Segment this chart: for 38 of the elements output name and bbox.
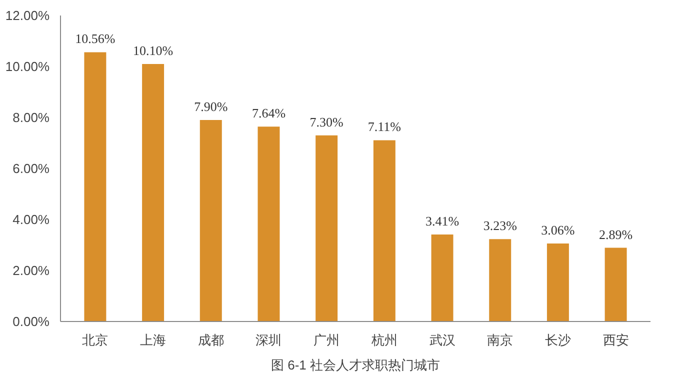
x-tick-label: 上海: [140, 332, 166, 348]
x-tick-label: 广州: [314, 332, 340, 348]
bar: [200, 120, 222, 322]
x-tick-label: 成都: [198, 332, 224, 348]
bar: [431, 234, 454, 322]
bar: [489, 239, 512, 322]
data-label: 2.89%: [599, 226, 633, 242]
data-label: 7.64%: [252, 106, 286, 121]
x-tick-label: 杭州: [370, 332, 398, 348]
data-label: 3.41%: [425, 214, 460, 229]
y-tick-label: 2.00%: [12, 263, 50, 278]
y-tick-label: 6.00%: [12, 161, 50, 176]
bar: [373, 140, 396, 322]
y-tick-label: 4.00%: [12, 212, 50, 227]
bar: [546, 243, 569, 322]
bar: [258, 126, 280, 322]
x-tick-label: 西安: [602, 332, 629, 348]
x-tick-label: 深圳: [256, 332, 282, 348]
data-label: 10.10%: [133, 42, 174, 58]
data-label: 7.11%: [368, 119, 402, 134]
bar: [84, 52, 106, 322]
y-tick-label: 0.00%: [12, 314, 50, 329]
x-tick-label: 南京: [487, 332, 514, 348]
bar: [316, 135, 338, 322]
bar: [142, 64, 164, 322]
y-tick-label: 8.00%: [12, 110, 50, 125]
data-label: 10.56%: [75, 31, 116, 46]
caption: 图 6-1 社会人才求职热门城市: [270, 358, 440, 372]
y-tick-label: 12.00%: [5, 8, 50, 23]
bar: [604, 248, 627, 322]
data-label: 3.06%: [541, 222, 575, 238]
y-tick-label: 10.00%: [5, 59, 50, 74]
x-tick-label: 长沙: [544, 332, 571, 348]
data-label: 3.23%: [483, 218, 518, 234]
x-tick-label: 武汉: [429, 332, 456, 348]
data-label: 7.90%: [194, 99, 228, 114]
data-label: 7.30%: [310, 114, 344, 130]
x-tick-label: 北京: [82, 332, 108, 348]
